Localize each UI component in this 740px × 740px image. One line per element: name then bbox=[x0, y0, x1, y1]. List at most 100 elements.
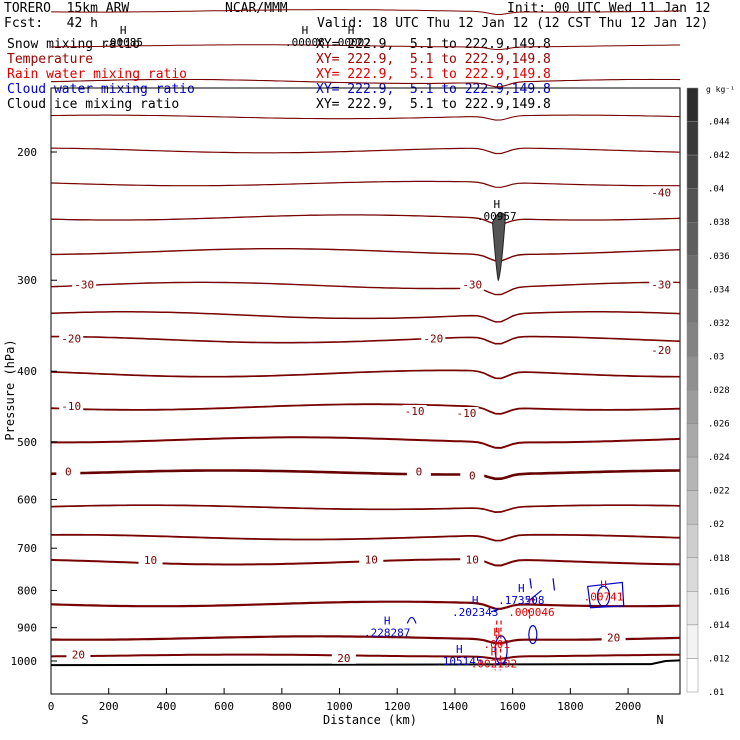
temperature-contour-label: 0 bbox=[469, 469, 476, 482]
colorbar-segment bbox=[686, 154, 699, 189]
plot-frame bbox=[50, 87, 681, 695]
legend-xy: XY= 222.9, 5.1 to 222.9,149.8 bbox=[316, 97, 551, 112]
snow-maximum-area bbox=[491, 212, 506, 282]
cloud-water-contour bbox=[406, 616, 417, 624]
x-tick-label: 0 bbox=[48, 700, 55, 713]
ground-line bbox=[50, 659, 681, 667]
maximum-marker: H bbox=[491, 645, 498, 658]
maximum-marker: H bbox=[472, 594, 479, 607]
x-tick-label: 600 bbox=[214, 700, 234, 713]
y-tick-label: 700 bbox=[17, 542, 37, 555]
colorbar-tick-label: .044 bbox=[708, 118, 730, 128]
colorbar-tick-label: .032 bbox=[708, 319, 730, 329]
colorbar-tick-label: .014 bbox=[708, 621, 730, 631]
isotherm-line bbox=[51, 533, 681, 542]
y-tick-label: 400 bbox=[17, 365, 37, 378]
colorbar-segment bbox=[686, 221, 699, 257]
maximum-value-label: .00002 bbox=[331, 36, 371, 49]
colorbar-tick-label: .042 bbox=[708, 151, 730, 161]
isotherm-line bbox=[50, 504, 681, 513]
legend-xy: XY= 222.9, 5.1 to 222.9,149.8 bbox=[316, 82, 551, 97]
temperature-contour-label: 20 bbox=[337, 652, 350, 665]
contour-label-bg bbox=[59, 332, 84, 345]
colorbar-segment bbox=[686, 624, 699, 659]
contour-label-bg bbox=[649, 343, 674, 356]
temperature-contour-label: 10 bbox=[144, 554, 157, 567]
colorbar-segment bbox=[686, 188, 699, 223]
legend-xy: XY= 222.9, 5.1 to 222.9,149.8 bbox=[316, 67, 551, 82]
colorbar-segment bbox=[686, 255, 699, 290]
contour-label-bg bbox=[66, 648, 91, 661]
colorbar-segment bbox=[686, 322, 699, 357]
colorbar-tick-label: .012 bbox=[708, 654, 730, 664]
maximum-marker: H bbox=[348, 24, 355, 37]
maximum-marker: H bbox=[120, 24, 127, 37]
maximum-marker: H bbox=[456, 643, 463, 656]
isotherm-line bbox=[50, 180, 680, 188]
x-tick-label: 1000 bbox=[326, 700, 353, 713]
y-tick-label: 500 bbox=[17, 436, 37, 449]
maximum-marker: H bbox=[384, 614, 391, 627]
maximum-value-label: .105145 bbox=[436, 655, 482, 668]
colorbar-unit: g kg⁻¹ bbox=[706, 85, 735, 94]
temperature-contour-label: -30 bbox=[462, 278, 482, 291]
temperature-contour-label: -20 bbox=[651, 344, 671, 357]
colorbar-segment bbox=[686, 490, 699, 525]
temperature-contour-label: -10 bbox=[457, 407, 477, 420]
maximum-marker: H bbox=[302, 24, 309, 37]
x-tick-label: 1600 bbox=[499, 700, 526, 713]
colorbar-segment bbox=[686, 289, 699, 324]
isotherm-line bbox=[51, 635, 681, 645]
x-tick-label: 800 bbox=[272, 700, 292, 713]
x-tick-label: 400 bbox=[156, 700, 176, 713]
legend-label: Cloud ice mixing ratio bbox=[7, 97, 180, 112]
rain-water-contour bbox=[527, 609, 531, 621]
maximum-value-label: .00008 bbox=[285, 36, 325, 49]
isotherm-line bbox=[50, 114, 681, 121]
contour-label-bg bbox=[460, 553, 485, 566]
cloud-water-contour bbox=[528, 625, 538, 645]
maximum-value-label: .002192 bbox=[471, 657, 517, 670]
colorbar-tick-label: .026 bbox=[708, 420, 730, 430]
isotherm-line bbox=[50, 600, 681, 610]
isotherm-line bbox=[50, 403, 681, 415]
legend-label: Rain water mixing ratio bbox=[7, 67, 188, 82]
contour-label-bg bbox=[649, 278, 674, 291]
contour-label-bg bbox=[331, 651, 356, 664]
maximum-marker: H bbox=[493, 198, 500, 211]
colorbar-tick-label: .01 bbox=[708, 688, 724, 698]
colorbar-segment bbox=[686, 389, 699, 424]
colorbar-tick-label: .034 bbox=[708, 285, 730, 295]
temperature-contour-label: -20 bbox=[61, 333, 81, 346]
colorbar-tick-label: .022 bbox=[708, 487, 730, 497]
temperature-contour-label: -10 bbox=[405, 405, 425, 418]
temperature-contour-label: -20 bbox=[423, 333, 443, 346]
contour-label-bg bbox=[359, 553, 384, 566]
colorbar-segment bbox=[686, 456, 699, 491]
forecast-hour: Fcst: 42 h bbox=[4, 16, 98, 31]
isotherm-line bbox=[50, 369, 680, 380]
colorbar-segment bbox=[686, 591, 699, 626]
y-tick-label: 300 bbox=[17, 274, 37, 287]
valid-time: Valid: 18 UTC Thu 12 Jan 12 (12 CST Thu … bbox=[317, 16, 709, 31]
colorbar-segment bbox=[686, 658, 699, 693]
maximum-marker: H bbox=[518, 582, 525, 595]
temperature-contour-label: 20 bbox=[72, 649, 85, 662]
isotherm-line bbox=[51, 335, 681, 345]
contour-label-bg bbox=[460, 278, 485, 291]
colorbar-tick-label: .03 bbox=[708, 352, 724, 362]
maximum-value-label: .202343 bbox=[452, 606, 498, 619]
y-tick-label: 1000 bbox=[11, 655, 38, 668]
y-tick-label: 900 bbox=[17, 622, 37, 635]
cloud-water-contour bbox=[586, 581, 625, 609]
maximum-value-label: .00085 bbox=[103, 36, 143, 49]
colorbar-tick-label: .024 bbox=[708, 453, 730, 463]
org-label: NCAR/MMM bbox=[225, 1, 288, 16]
colorbar-tick-label: .016 bbox=[708, 587, 730, 597]
isotherm-line bbox=[50, 469, 681, 481]
maximum-value-label: .228287 bbox=[364, 626, 410, 639]
x-tick-label: 1800 bbox=[557, 700, 584, 713]
y-tick-label: 600 bbox=[17, 493, 37, 506]
colorbar-segment bbox=[686, 557, 699, 592]
